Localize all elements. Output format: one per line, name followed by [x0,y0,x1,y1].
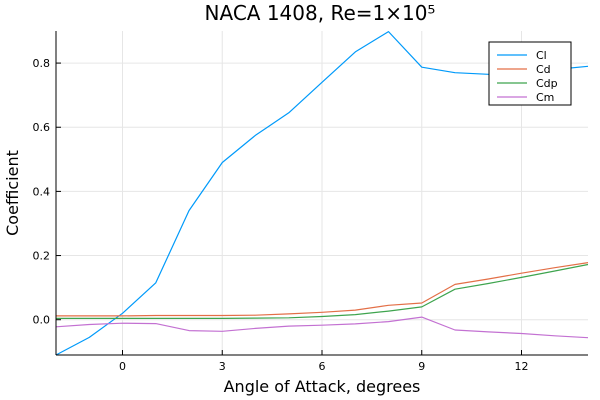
legend-label-cm: Cm [536,91,554,104]
y-ticks: 0.0 0.2 0.4 0.6 0.8 [33,57,61,327]
y-axis-label: Coefficient [3,150,22,236]
series-line-cd [56,262,589,317]
x-ticks: 0 3 6 9 12 [119,350,529,373]
series-line-cm [55,316,589,339]
y-tick-label: 0.6 [33,121,51,134]
legend-label-cdp: Cdp [536,77,558,90]
y-tick-label: 0.4 [33,185,51,198]
x-tick-label: 3 [219,360,226,373]
chart-title: NACA 1408, Re=1×10⁵ [205,1,436,25]
y-tick-label: 0.8 [33,57,51,70]
series-line-cdp [56,263,589,319]
x-tick-label: 0 [119,360,126,373]
y-tick-label: 0.2 [33,250,51,263]
legend-label-cd: Cd [536,63,551,76]
x-tick-label: 12 [515,360,529,373]
x-axis-label: Angle of Attack, degrees [224,377,421,396]
legend-box [488,41,572,106]
y-tick-label: 0.0 [33,314,51,327]
x-tick-label: 9 [418,360,425,373]
x-tick-label: 6 [319,360,326,373]
legend-label-cl: Cl [536,49,547,62]
